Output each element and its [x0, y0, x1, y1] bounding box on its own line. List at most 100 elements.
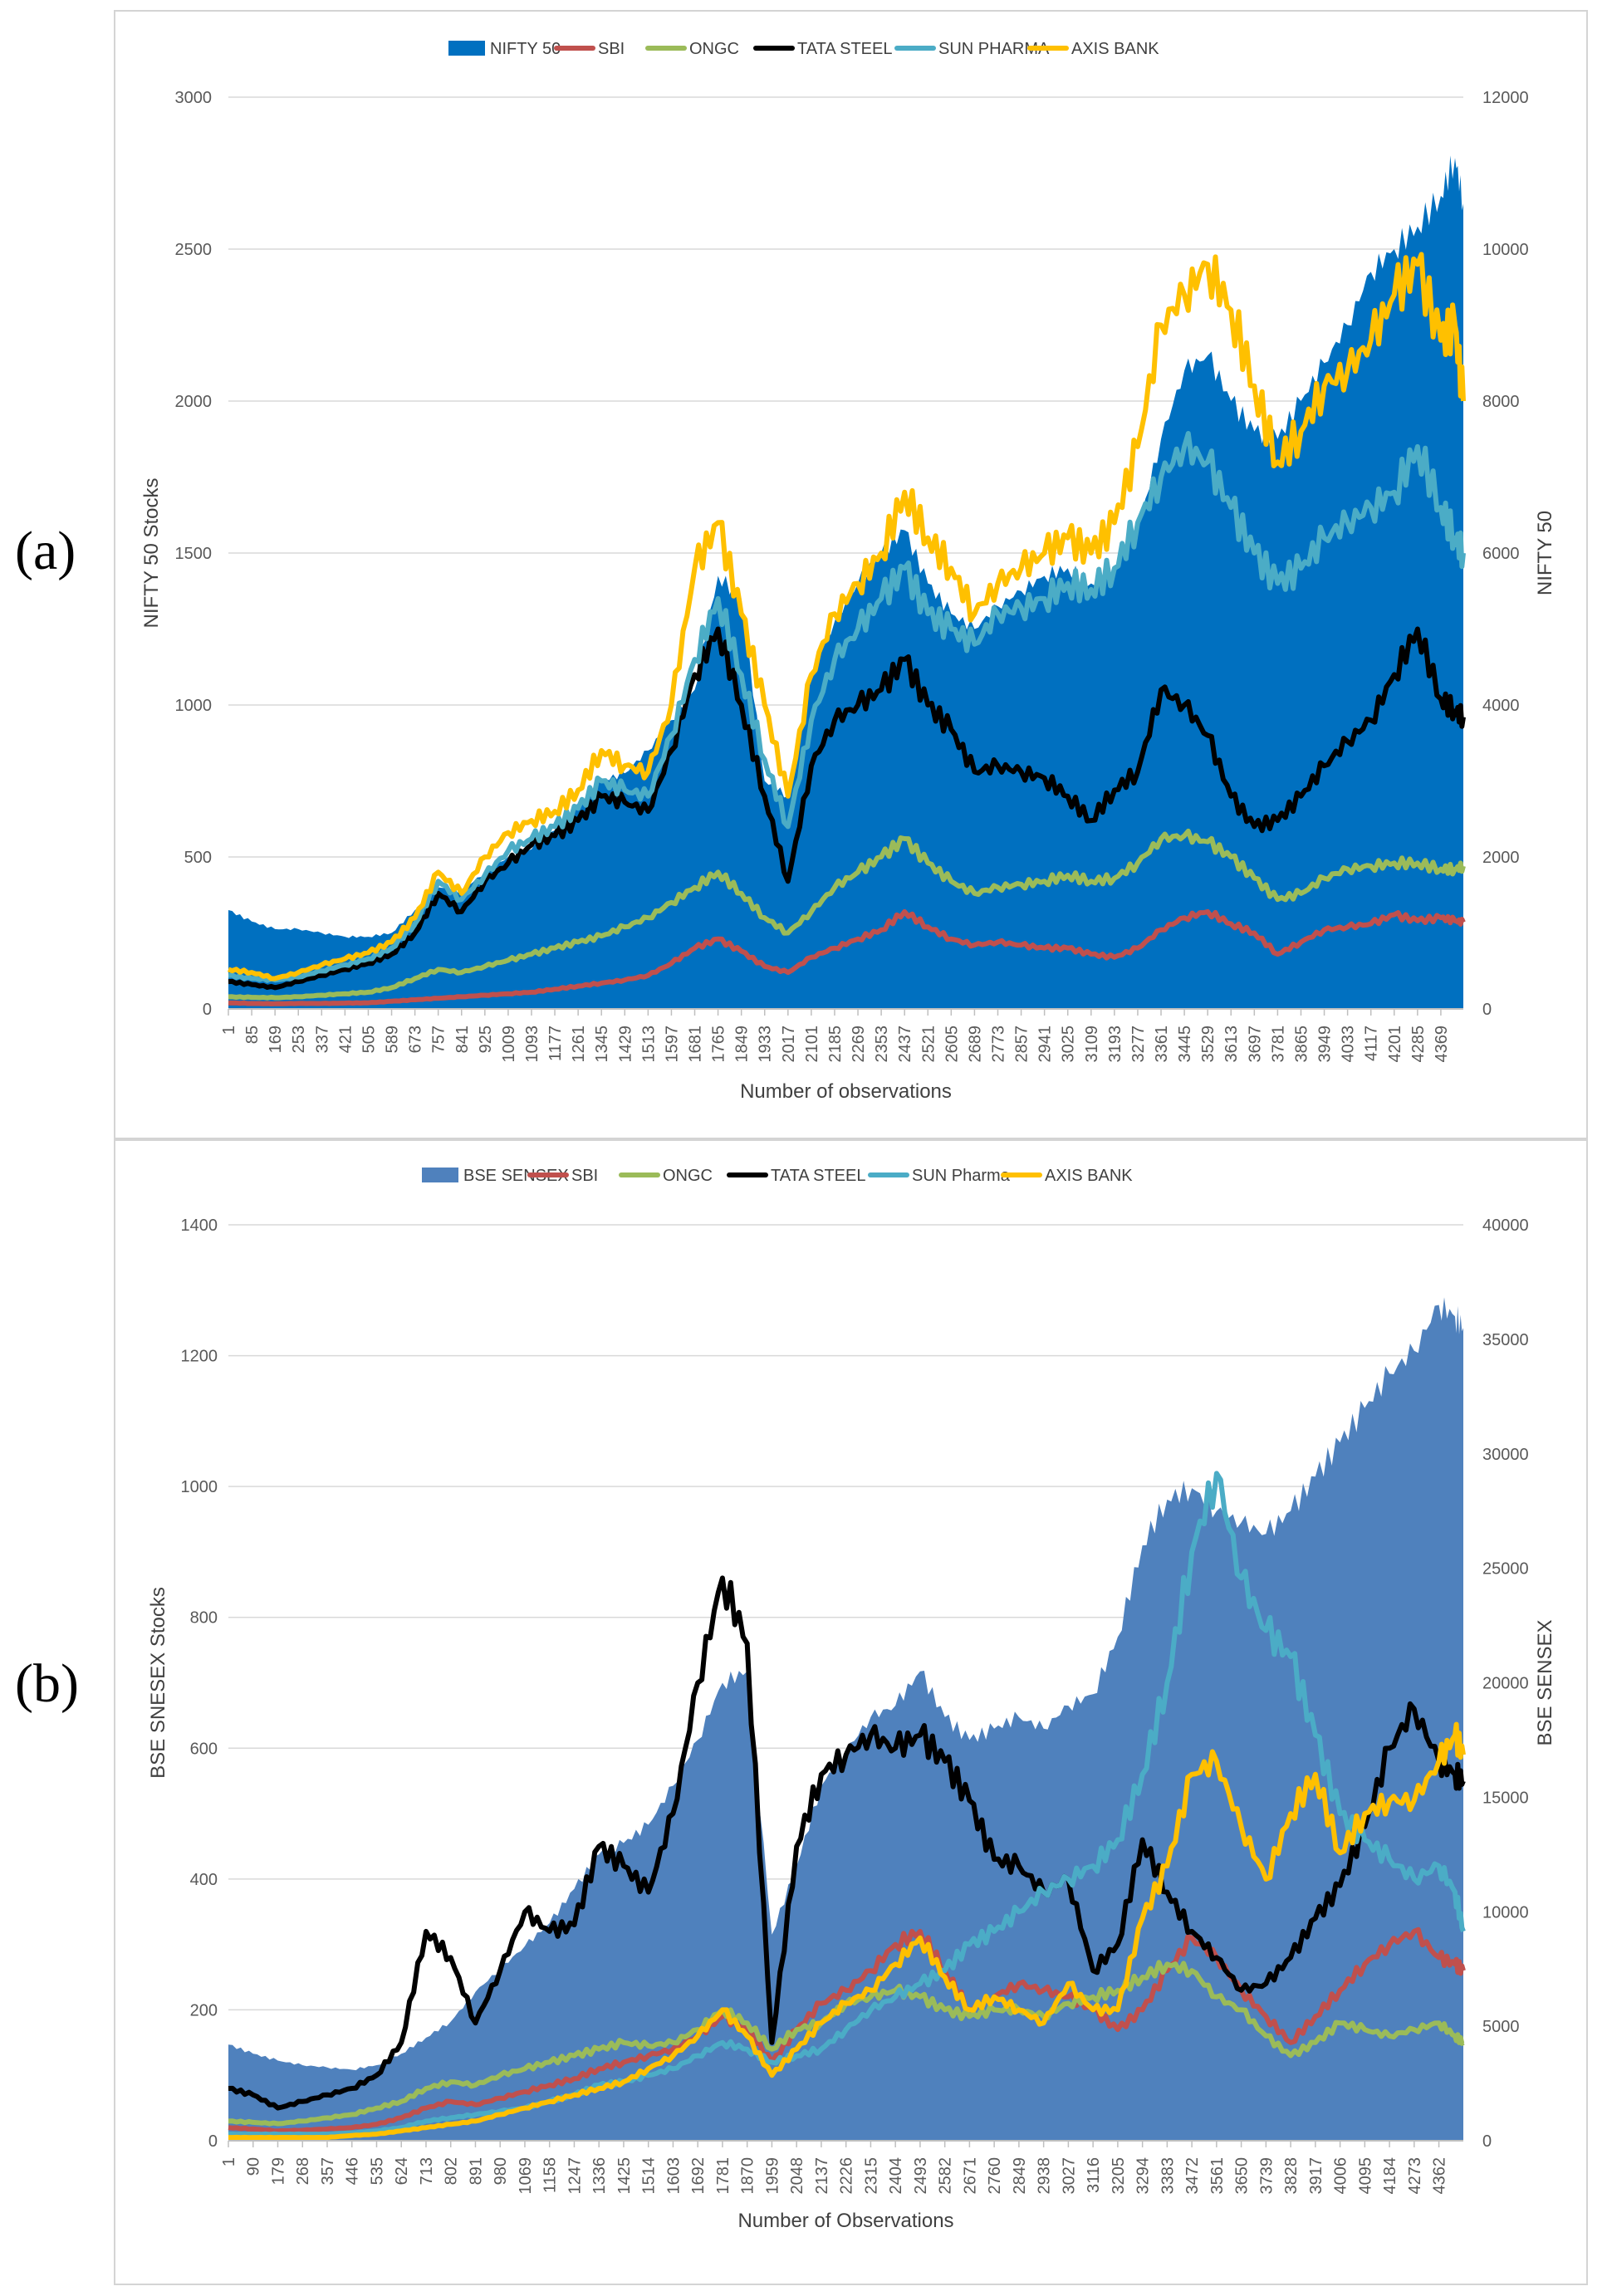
x-tick-label: 3561	[1208, 2157, 1227, 2195]
x-tick-label: 3739	[1257, 2157, 1276, 2195]
x-tick-label: 1692	[689, 2157, 708, 2195]
legend-swatch-nifty-50	[448, 41, 485, 56]
x-tick-label: 841	[453, 1026, 472, 1053]
line-sbi	[228, 1926, 1466, 2134]
x-tick-label: 2137	[813, 2157, 831, 2195]
x-tick-label: 4095	[1356, 2157, 1374, 2195]
x-tick-label: 4201	[1386, 1026, 1404, 1063]
x-tick-label: 1093	[523, 1026, 541, 1063]
x-tick-label: 2938	[1036, 2157, 1054, 2195]
x-tick-label: 3109	[1083, 1026, 1101, 1063]
y-axis-title-left: NIFTY 50 Stocks	[140, 478, 163, 629]
x-tick-label: 357	[319, 2157, 337, 2185]
x-tick-label: 4369	[1433, 1026, 1451, 1063]
x-tick-label: 3277	[1129, 1026, 1148, 1063]
x-tick-label: 85	[243, 1026, 262, 1044]
legend-label-sun-pharma: SUN Pharma	[912, 1167, 1011, 1185]
x-tick-label: 1514	[640, 2157, 659, 2195]
x-tick-label: 673	[407, 1026, 425, 1053]
x-tick-label: 1069	[517, 2157, 535, 2195]
x-tick-label: 2226	[838, 2157, 856, 2195]
line-sbi	[228, 908, 1466, 1006]
y-tick-label-right: 8000	[1482, 393, 1520, 411]
y-tick-label-left: 800	[190, 1609, 218, 1628]
line-tata-steel	[228, 626, 1466, 991]
x-tick-label: 2048	[788, 2157, 806, 2195]
x-tick-label: 713	[418, 2157, 436, 2185]
legend-label-ongc: ONGC	[689, 40, 739, 58]
x-axis-title: Number of observations	[740, 1080, 952, 1103]
x-tick-label: 1933	[757, 1026, 775, 1063]
x-tick-label: 446	[344, 2157, 362, 2185]
x-tick-label: 4117	[1363, 1026, 1381, 1061]
y-axis-title-right: BSE SENSEX	[1534, 1619, 1556, 1745]
line-tata-steel	[228, 1575, 1466, 2111]
x-tick-label: 2185	[826, 1026, 845, 1063]
x-tick-label: 3472	[1183, 2157, 1202, 2195]
x-tick-label: 1158	[541, 2157, 560, 2193]
legend-label-ongc: ONGC	[663, 1167, 713, 1185]
x-tick-label: 505	[360, 1026, 378, 1053]
x-tick-label: 535	[368, 2157, 386, 2185]
x-tick-label: 4184	[1381, 2157, 1399, 2195]
x-tick-label: 2521	[919, 1026, 938, 1063]
legend-label-axis-bank: AXIS BANK	[1071, 40, 1159, 58]
legend-label-tata-steel: TATA STEEL	[797, 40, 892, 58]
x-tick-label: 1247	[566, 2157, 584, 2195]
x-tick-label: 4285	[1409, 1026, 1428, 1063]
x-tick-label: 3361	[1153, 1026, 1171, 1063]
legend-label-bse-sensex: BSE SENSEX	[463, 1167, 569, 1185]
y-tick-label-left: 400	[190, 1871, 218, 1889]
panel-label-a: (a)	[15, 521, 76, 581]
y-tick-label-right: 0	[1482, 1001, 1492, 1019]
x-tick-label: 4362	[1431, 2157, 1449, 2195]
x-tick-label: 2849	[1011, 2157, 1029, 2195]
x-tick-label: 421	[336, 1026, 355, 1053]
y-tick-label-left: 200	[190, 2001, 218, 2019]
y-tick-label-right: 6000	[1482, 545, 1520, 563]
x-tick-label: 1261	[570, 1026, 588, 1063]
y-tick-label-left: 3000	[175, 89, 213, 107]
y-tick-label-right: 0	[1482, 2132, 1492, 2151]
x-tick-label: 3025	[1060, 1026, 1078, 1063]
x-tick-label: 2017	[780, 1026, 798, 1063]
x-tick-label: 2582	[937, 2157, 955, 2195]
x-tick-label: 1681	[687, 1026, 705, 1063]
x-tick-label: 179	[269, 2157, 287, 2185]
y-tick-label-left: 1000	[181, 1478, 218, 1496]
x-tick-label: 891	[467, 2157, 485, 2185]
x-tick-label: 3949	[1316, 1026, 1335, 1063]
panel-label-b: (b)	[15, 1653, 79, 1714]
line-sun-pharma	[228, 1471, 1466, 2137]
line-ongc	[228, 1960, 1465, 2127]
x-tick-label: 1513	[639, 1026, 658, 1063]
x-tick-label: 1425	[615, 2157, 634, 2195]
area-bse-sensex	[228, 1297, 1463, 2141]
line-sun-pharma	[228, 431, 1466, 983]
line-axis-bank	[228, 1721, 1466, 2141]
x-tick-label: 2760	[986, 2157, 1004, 2195]
x-tick-label: 3650	[1233, 2157, 1252, 2195]
x-tick-label: 1959	[763, 2157, 781, 2195]
y-tick-label-left: 600	[190, 1740, 218, 1758]
y-tick-label-left: 0	[208, 2132, 218, 2151]
x-tick-label: 1009	[500, 1026, 518, 1063]
x-tick-label: 337	[313, 1026, 331, 1053]
x-tick-label: 3116	[1085, 2157, 1103, 2193]
x-tick-label: 2353	[873, 1026, 891, 1063]
x-tick-label: 90	[245, 2157, 263, 2176]
y-tick-label-left: 1500	[175, 545, 213, 563]
area-nifty-50	[228, 155, 1463, 1009]
y-tick-label-left: 500	[184, 849, 212, 867]
x-tick-label: 3613	[1222, 1026, 1241, 1063]
x-tick-label: 2671	[961, 2157, 979, 2195]
x-tick-label: 3193	[1106, 1026, 1124, 1063]
legend-label-tata-steel: TATA STEEL	[771, 1167, 865, 1185]
y-tick-label-right: 10000	[1482, 1903, 1529, 1921]
y-axis-title-left: BSE SNESEX Stocks	[147, 1587, 169, 1779]
x-tick-label: 1429	[616, 1026, 634, 1063]
y-tick-label-right: 5000	[1482, 2018, 1520, 2036]
x-tick-label: 2437	[896, 1026, 914, 1063]
x-tick-label: 3865	[1292, 1026, 1311, 1063]
x-tick-label: 2101	[803, 1026, 821, 1063]
